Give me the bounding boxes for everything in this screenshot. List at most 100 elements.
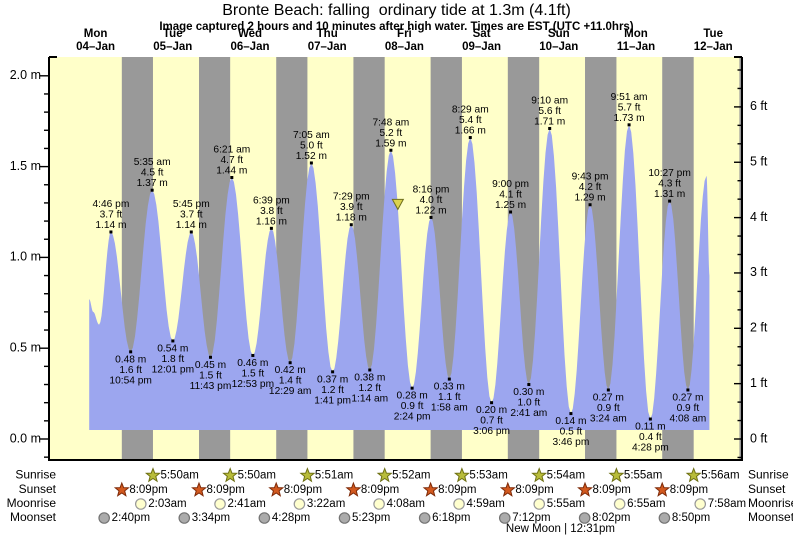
tide-point-dot bbox=[331, 370, 335, 374]
svg-text:5.7 ft: 5.7 ft bbox=[618, 102, 641, 113]
moonset-event: 5:23pm bbox=[338, 512, 390, 524]
svg-text:1.6 ft: 1.6 ft bbox=[119, 365, 142, 376]
svg-text:1.2 ft: 1.2 ft bbox=[321, 385, 344, 396]
sunrise-event: 5:50am bbox=[144, 467, 199, 483]
tide-point-dot bbox=[668, 199, 672, 203]
svg-text:1.25 m: 1.25 m bbox=[495, 200, 526, 211]
y-axis-left-label: 2.0 m bbox=[10, 68, 41, 82]
sunrise-time: 5:53am bbox=[469, 470, 507, 482]
sunset-time: 8:09pm bbox=[284, 484, 322, 496]
high-tide-annotation: 9:51 am5.7 ft1.73 m bbox=[611, 92, 648, 127]
svg-text:5.6 ft: 5.6 ft bbox=[538, 106, 561, 117]
sunset-event: 8:09pm bbox=[422, 481, 476, 497]
moonset-circle bbox=[338, 512, 351, 524]
tide-point-dot bbox=[509, 210, 513, 214]
moonset-circle bbox=[258, 512, 271, 524]
moonrise-event: 4:08am bbox=[373, 498, 425, 510]
moonrise-circle bbox=[373, 498, 385, 510]
sunrise-event: 5:53am bbox=[453, 467, 508, 483]
moonrise-time: 4:08am bbox=[387, 498, 425, 510]
y-axis-right-label: 3 ft bbox=[750, 265, 768, 279]
sunrise-event: 5:56am bbox=[685, 467, 740, 483]
svg-text:3.7 ft: 3.7 ft bbox=[180, 209, 203, 220]
svg-text:Sat: Sat bbox=[473, 28, 491, 40]
current-tide-marker-icon bbox=[391, 198, 405, 211]
svg-text:0.28 m: 0.28 m bbox=[397, 391, 428, 402]
sunset-star bbox=[577, 481, 594, 497]
svg-text:5.2 ft: 5.2 ft bbox=[380, 128, 403, 139]
svg-text:0.5 ft: 0.5 ft bbox=[560, 427, 583, 438]
moonset-time: 8:50pm bbox=[672, 512, 710, 524]
svg-text:3.7 ft: 3.7 ft bbox=[100, 209, 123, 220]
svg-text:1:14 am: 1:14 am bbox=[351, 393, 388, 404]
svg-text:0.54 m: 0.54 m bbox=[157, 343, 188, 354]
svg-text:0.7 ft: 0.7 ft bbox=[480, 416, 503, 427]
tide-point-dot bbox=[548, 126, 552, 130]
low-tide-annotation: 0.27 m0.9 ft4:08 am bbox=[669, 388, 706, 424]
svg-text:Mon: Mon bbox=[84, 28, 108, 40]
y-axis-left-label: 1.5 m bbox=[10, 159, 41, 173]
sunrise-time: 5:50am bbox=[160, 470, 198, 482]
low-tide-annotation: 0.28 m0.9 ft2:24 pm bbox=[394, 386, 431, 423]
night-band bbox=[739, 57, 742, 460]
moonrise-event: 3:22am bbox=[293, 498, 345, 510]
moonset-event: 3:34pm bbox=[178, 512, 230, 524]
svg-text:4.0 ft: 4.0 ft bbox=[420, 195, 443, 206]
svg-text:4.1 ft: 4.1 ft bbox=[499, 190, 522, 201]
low-tide-annotation: 0.30 m1.0 ft2:41 am bbox=[510, 383, 547, 419]
svg-text:4:28 pm: 4:28 pm bbox=[632, 443, 669, 454]
svg-text:1.5 ft: 1.5 ft bbox=[242, 368, 265, 379]
svg-text:0.33 m: 0.33 m bbox=[434, 382, 465, 393]
svg-text:2:41 am: 2:41 am bbox=[510, 408, 547, 419]
svg-text:11:43 pm: 11:43 pm bbox=[190, 381, 232, 392]
tide-point-dot bbox=[129, 350, 133, 354]
moonrise-event: 2:41am bbox=[214, 498, 266, 510]
moonrise-time: 7:58am bbox=[708, 498, 746, 510]
moonset-circle bbox=[178, 512, 191, 524]
svg-text:1.22 m: 1.22 m bbox=[415, 205, 446, 216]
svg-text:5.0 ft: 5.0 ft bbox=[300, 140, 323, 151]
tide-point-dot bbox=[171, 339, 175, 343]
moonrise-circle bbox=[453, 498, 465, 510]
sunset-event: 8:09pm bbox=[191, 481, 245, 497]
svg-text:9:51 am: 9:51 am bbox=[611, 92, 648, 103]
svg-text:0.9 ft: 0.9 ft bbox=[401, 401, 424, 412]
svg-text:1:41 pm: 1:41 pm bbox=[314, 395, 351, 406]
svg-text:1.4 ft: 1.4 ft bbox=[279, 376, 302, 387]
svg-text:0.27 m: 0.27 m bbox=[593, 392, 624, 403]
svg-text:0.9 ft: 0.9 ft bbox=[597, 403, 620, 414]
svg-text:1.71 m: 1.71 m bbox=[534, 116, 565, 127]
high-tide-annotation: 10:27 pm4.3 ft1.31 m bbox=[648, 168, 691, 203]
sunset-star bbox=[422, 481, 439, 497]
y-axis-right-label: 0 ft bbox=[750, 431, 768, 445]
svg-text:4.3 ft: 4.3 ft bbox=[658, 179, 681, 190]
svg-text:12:01 pm: 12:01 pm bbox=[152, 364, 194, 375]
y-axis-left-label: 0.5 m bbox=[10, 340, 41, 354]
sunrise-event: 5:54am bbox=[531, 467, 585, 483]
sunset-star bbox=[268, 481, 285, 497]
moonset-row-label-left: Moonset bbox=[10, 510, 57, 524]
svg-text:12:29 am: 12:29 am bbox=[269, 386, 311, 397]
svg-text:3.9 ft: 3.9 ft bbox=[340, 202, 363, 213]
svg-text:06–Jan: 06–Jan bbox=[230, 41, 269, 53]
svg-text:0.38 m: 0.38 m bbox=[354, 372, 385, 383]
sunrise-star bbox=[299, 467, 316, 483]
svg-text:8:16 pm: 8:16 pm bbox=[413, 184, 450, 195]
moonset-time: 8:02pm bbox=[592, 512, 630, 524]
high-tide-annotation: 7:05 am5.0 ft1.52 m bbox=[293, 130, 330, 165]
tide-point-dot bbox=[251, 353, 255, 357]
tide-point-dot bbox=[648, 417, 652, 421]
tide-point-dot bbox=[349, 223, 353, 227]
sunrise-time: 5:50am bbox=[238, 470, 276, 482]
moonset-time: 4:28pm bbox=[272, 512, 310, 524]
tide-point-dot bbox=[490, 401, 494, 405]
svg-text:7:05 am: 7:05 am bbox=[293, 130, 330, 141]
sunrise-star bbox=[453, 467, 470, 483]
moonrise-circle bbox=[134, 498, 147, 510]
